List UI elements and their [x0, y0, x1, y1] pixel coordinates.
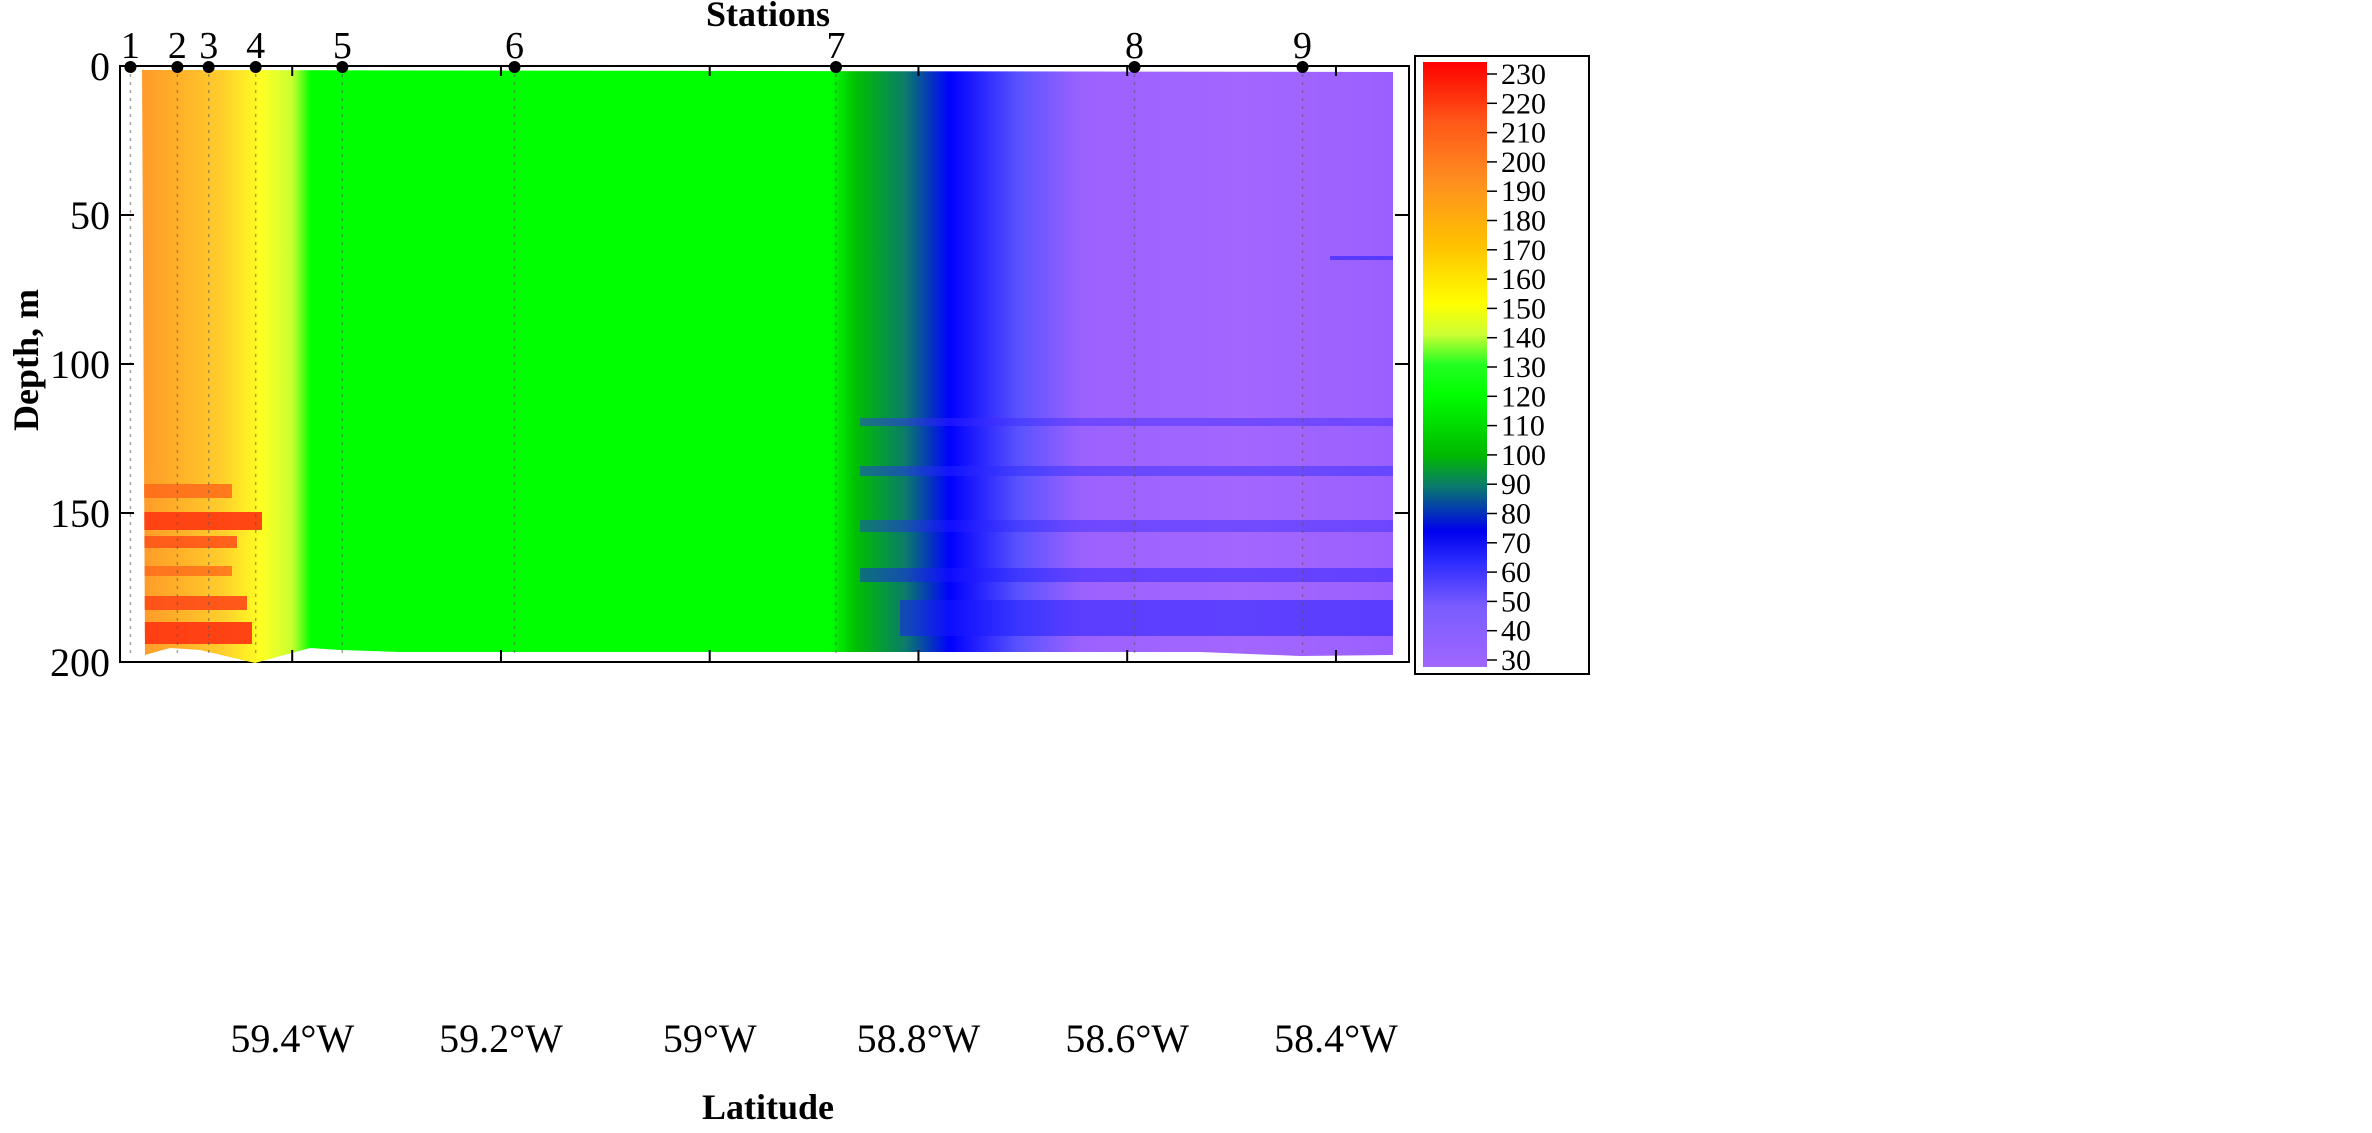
heatmap-band: [900, 600, 1393, 636]
station-label: 1: [121, 25, 140, 67]
heatmap-band: [860, 520, 1393, 532]
colorbar-tick-label: 60: [1501, 556, 1531, 589]
station-marker: [336, 61, 349, 73]
colorbar-tick-label: 140: [1501, 322, 1546, 355]
y-tick-label: 50: [70, 193, 110, 238]
station-marker: [508, 61, 521, 73]
station-marker: [829, 61, 842, 73]
colorbar-tick-label: 50: [1501, 585, 1531, 618]
y-axis-label: Depth, m: [6, 289, 46, 431]
colorbar-tick-label: 210: [1501, 117, 1546, 150]
station-marker: [171, 61, 184, 73]
colorbar-gradient: [1423, 62, 1487, 667]
heatmap-field: [142, 70, 1393, 663]
station-label: 8: [1125, 25, 1144, 67]
colorbar-tick-label: 90: [1501, 468, 1531, 501]
colorbar-tick-label: 150: [1501, 292, 1546, 325]
colorbar-tick-label: 120: [1501, 380, 1546, 413]
x-tick-label: 59.2°W: [439, 1016, 563, 1061]
colorbar-tick-label: 80: [1501, 498, 1531, 531]
colorbar-tick-label: 220: [1501, 87, 1546, 120]
station-label: 7: [826, 25, 845, 67]
colorbar-tick-label: 170: [1501, 234, 1546, 267]
colorbar-tick-label: 160: [1501, 263, 1546, 296]
heatmap-base: [142, 70, 1393, 663]
heatmap-band: [860, 418, 1393, 426]
colorbar-ticks: 2302202102001901801701601501401301201101…: [1487, 58, 1546, 677]
station-marker: [1296, 61, 1309, 73]
colorbar-tick-label: 30: [1501, 644, 1531, 677]
x-axis-label: Latitude: [702, 1087, 834, 1127]
station-marker: [1128, 61, 1141, 73]
chart-title: Stations: [706, 0, 830, 34]
colorbar-tick-label: 40: [1501, 615, 1531, 648]
station-label: 9: [1293, 25, 1312, 67]
station-marker: [249, 61, 262, 73]
x-tick-label: 59°W: [663, 1016, 757, 1061]
y-tick-label: 100: [50, 342, 110, 387]
colorbar-tick-label: 180: [1501, 205, 1546, 238]
station-label: 4: [246, 25, 265, 67]
heatmap-band: [860, 466, 1393, 476]
colorbar: 2302202102001901801701601501401301201101…: [1414, 55, 1590, 677]
heatmap-band: [142, 566, 232, 576]
colorbar-tick-label: 110: [1501, 410, 1545, 443]
heatmap-band: [142, 622, 252, 644]
heatmap-band: [142, 484, 232, 498]
station-label: 5: [333, 25, 352, 67]
station-label: 6: [505, 25, 524, 67]
y-tick-label: 150: [50, 491, 110, 536]
colorbar-tick-label: 130: [1501, 351, 1546, 384]
colorbar-tick-label: 200: [1501, 146, 1546, 179]
axes-layer: 59.4°W 59.2°W 59°W 58.8°W 58.6°W 58.4°W 0 50 100…: [50, 44, 1409, 1061]
colorbar-tick-label: 100: [1501, 439, 1546, 472]
heatmap-band: [1330, 256, 1393, 260]
y-tick-label: 200: [50, 640, 110, 685]
station-label: 3: [199, 25, 218, 67]
heatmap-band: [142, 512, 262, 530]
heatmap-band: [142, 596, 247, 610]
x-tick-label: 58.6°W: [1065, 1016, 1189, 1061]
x-tick-label: 58.8°W: [857, 1016, 981, 1061]
x-tick-label: 58.4°W: [1274, 1016, 1398, 1061]
colorbar-tick-label: 190: [1501, 175, 1546, 208]
heatmap-band: [860, 568, 1393, 582]
colorbar-tick-label: 230: [1501, 58, 1546, 91]
x-tick-label: 59.4°W: [230, 1016, 354, 1061]
y-tick-label: 0: [90, 44, 110, 89]
colorbar-tick-label: 70: [1501, 527, 1531, 560]
station-label: 2: [168, 25, 187, 67]
heatmap-band: [142, 536, 237, 548]
station-marker: [202, 61, 215, 73]
